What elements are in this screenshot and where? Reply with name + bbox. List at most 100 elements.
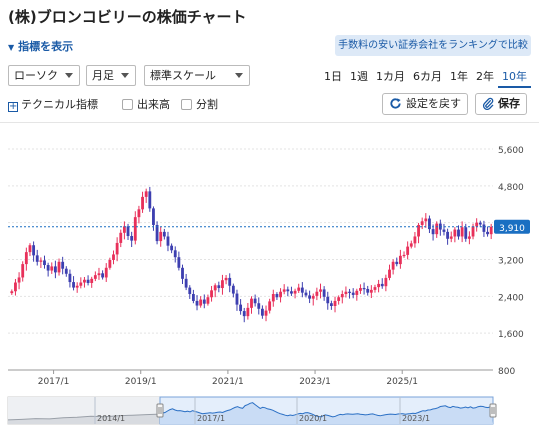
candle-body [90, 278, 94, 283]
candle-body [311, 295, 315, 299]
technical-indicators-button[interactable]: + テクニカル指標 [8, 96, 98, 112]
navigator-right-handle[interactable] [489, 403, 497, 418]
candle-body [319, 289, 322, 292]
broker-ranking-link[interactable]: 手数料の安い証券会社をランキングで比較 [335, 35, 531, 56]
tab-period-6m[interactable]: 6カ月 [413, 70, 442, 83]
scale-select[interactable]: 標準スケール [144, 65, 250, 86]
candle-body [250, 298, 253, 308]
candle-body [275, 294, 279, 298]
refresh-icon [390, 98, 401, 109]
candle-body [79, 282, 83, 286]
candle-body [246, 307, 250, 317]
split-checkbox[interactable]: 分割 [181, 96, 218, 112]
candle-body [315, 291, 319, 296]
candle-body [133, 217, 137, 241]
navigator-selected-line [159, 402, 491, 418]
candle-body [10, 291, 14, 294]
x-axis: 2017/1 2019/1 2021/1 2023/1 2025/1 [38, 370, 418, 387]
candle-body [173, 250, 177, 258]
candle-body [35, 255, 39, 262]
triangle-down-icon: ▼ [8, 43, 15, 52]
candle-body [17, 277, 21, 283]
candle-body [457, 229, 460, 237]
candle-body [184, 278, 188, 288]
candle-body [366, 288, 370, 293]
candle-body [420, 221, 424, 225]
candle-body [271, 294, 275, 302]
candle-body [464, 227, 468, 239]
show-indicators-toggle[interactable]: ▼ 指標を表示 [8, 38, 73, 54]
candle-body [104, 267, 108, 278]
candle-body [64, 268, 68, 274]
period-tabs: 1日 1週 1カ月 6カ月 1年 2年 10年 [320, 66, 531, 88]
candle-body [191, 294, 195, 301]
candle-body [177, 257, 181, 268]
candle-body [279, 291, 282, 298]
tab-period-1d[interactable]: 1日 [324, 70, 342, 83]
candle-body [14, 282, 17, 292]
candle-body [377, 283, 381, 288]
candle-body [115, 242, 119, 255]
x-tick-label: 2023/1 [299, 377, 331, 387]
candle-body [413, 236, 417, 244]
candle-body [293, 290, 297, 294]
tab-period-1y[interactable]: 1年 [450, 70, 468, 83]
tab-period-1m[interactable]: 1カ月 [376, 70, 405, 83]
candle-body [46, 265, 50, 271]
candle-body [86, 279, 90, 283]
candle-body [467, 236, 471, 239]
candle-body [39, 260, 43, 262]
candle-body [210, 290, 213, 298]
candle-body [348, 291, 351, 293]
current-price-tag: 3,910 [8, 219, 530, 234]
navigator-history-line [7, 413, 161, 421]
candle-body [282, 289, 286, 292]
candle-body [290, 291, 293, 294]
candle-body [239, 304, 243, 312]
volume-label: 出来高 [137, 98, 170, 111]
candle-body [24, 252, 28, 265]
candle-body [155, 224, 159, 242]
chart-type-select[interactable]: ローソク [8, 65, 80, 86]
candle-body [362, 288, 366, 290]
candle-body [148, 191, 152, 209]
chevron-down-icon [121, 73, 129, 78]
candle-body [322, 289, 326, 297]
tab-period-10y[interactable]: 10年 [498, 66, 531, 88]
reset-settings-button[interactable]: 設定を戻す [382, 93, 468, 115]
candle-body [253, 298, 257, 304]
candle-body [126, 226, 130, 237]
candle-body [224, 277, 228, 281]
current-price-tag-bg [494, 219, 530, 234]
technical-indicators-label: テクニカル指標 [21, 98, 98, 111]
candle-body [326, 296, 330, 304]
candle-body [478, 222, 482, 225]
x-tick-label: 2021/1 [212, 377, 244, 387]
navigator-tick-label: 2020/1 [299, 414, 327, 423]
range-navigator[interactable]: 2014/1 2017/1 2020/1 2023/1 [7, 396, 497, 425]
candle-body [475, 222, 479, 227]
interval-select[interactable]: 月足 [86, 65, 136, 86]
candle-body [93, 275, 97, 279]
candle-body [340, 294, 344, 298]
candle-body [409, 243, 413, 247]
candle-body [181, 267, 184, 279]
candle-body [108, 259, 112, 268]
tab-period-1w[interactable]: 1週 [350, 70, 368, 83]
candle-body [137, 209, 141, 218]
candle-body [141, 196, 144, 210]
save-button[interactable]: 保存 [475, 93, 527, 115]
candle-body [231, 285, 235, 294]
volume-checkbox[interactable]: 出来高 [122, 96, 170, 112]
candle-body [482, 224, 486, 232]
candle-body [351, 292, 355, 295]
candle-body [159, 231, 163, 242]
y-tick-label: 800 [498, 367, 515, 377]
chart-grid [8, 148, 493, 371]
navigator-left-handle[interactable] [156, 403, 164, 418]
candle-body [195, 300, 199, 306]
candle-body [97, 273, 101, 276]
tab-period-2y[interactable]: 2年 [476, 70, 494, 83]
candle-body [329, 303, 333, 307]
